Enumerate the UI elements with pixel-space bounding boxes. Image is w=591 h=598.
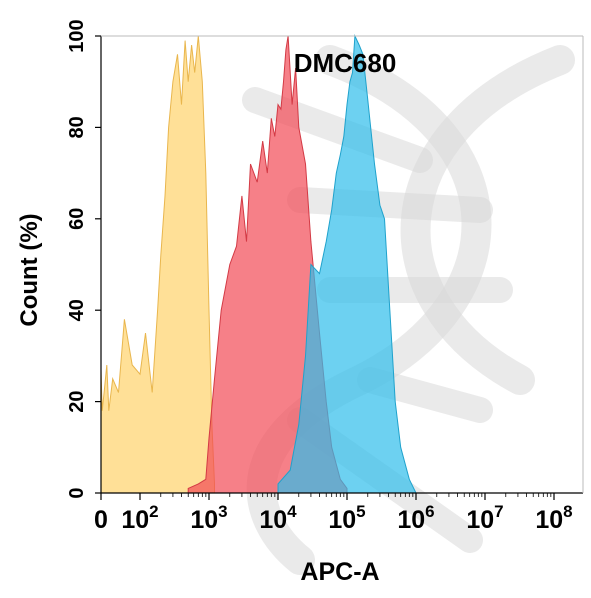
axes-layer: 0 20 40 60 80 100 0 102 103 104 105 106 107 108	[66, 19, 584, 534]
x-tick-label: 106	[397, 502, 434, 534]
x-axis-label: APC-A	[300, 558, 379, 586]
histogram-area-series-3	[277, 34, 417, 494]
chart-title: DMC680	[294, 48, 397, 78]
x-tick-label: 102	[121, 502, 158, 534]
y-axis-label: Count (%)	[16, 213, 43, 326]
y-tick-label: 80	[66, 116, 88, 138]
x-tick-label: 108	[535, 502, 572, 534]
histogram-area-series-1	[100, 35, 215, 494]
x-tick-label: 105	[328, 502, 365, 534]
x-tick-label: 107	[466, 502, 503, 534]
series-layer	[100, 34, 417, 494]
y-tick-label: 20	[66, 390, 88, 412]
x-tick-label: 104	[259, 502, 297, 534]
y-tick-label: 60	[66, 208, 88, 230]
y-tick-label: 40	[66, 299, 88, 321]
x-tick-label: 0	[94, 506, 108, 534]
y-tick-label: 0	[66, 487, 88, 498]
y-tick-label: 100	[66, 19, 88, 52]
x-tick-label: 103	[190, 502, 227, 534]
